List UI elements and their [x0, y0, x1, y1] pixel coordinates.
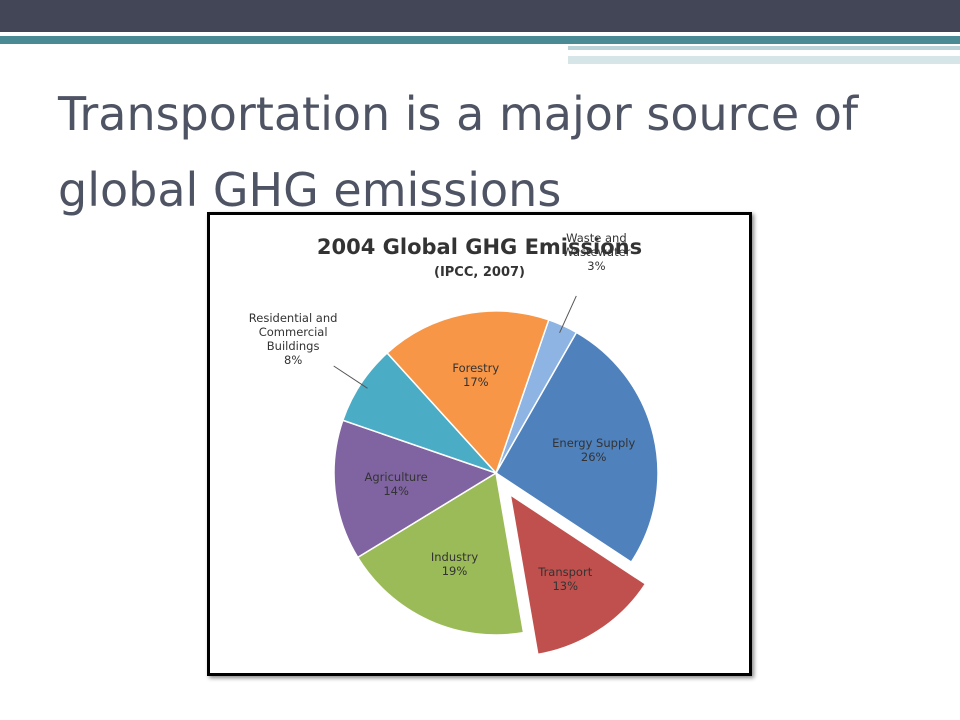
pie-slice — [356, 471, 525, 636]
leader-line — [333, 365, 368, 389]
chart: 2004 Global GHG Emissions (IPCC, 2007) W… — [207, 212, 752, 676]
header-stripe — [568, 56, 960, 64]
pie-slice — [509, 493, 647, 656]
chart-title: 2004 Global GHG Emissions — [316, 235, 643, 259]
value-label: 26% — [580, 449, 607, 464]
pie-area — [333, 295, 659, 656]
header-bar — [0, 0, 960, 32]
data-label: Agriculture 14% — [341, 470, 451, 498]
category-label: Forestry — [452, 360, 500, 375]
slide-title: Transportation is a major source of glob… — [58, 87, 859, 217]
data-label: Residential and Commercial Buildings 8% — [238, 311, 348, 367]
category-label: Industry — [430, 550, 479, 565]
leader-line — [559, 295, 577, 334]
category-label: Energy Supply — [552, 435, 636, 450]
pie-slice — [333, 419, 498, 559]
value-label: 19% — [441, 564, 468, 579]
header-stripe — [568, 46, 960, 50]
value-label: 3% — [587, 258, 606, 273]
data-label: Industry 19% — [400, 550, 510, 578]
value-label: 8% — [284, 353, 303, 368]
header-stripe — [0, 36, 960, 44]
category-label: Agriculture — [364, 469, 428, 484]
data-label: Waste and Wastewater 3% — [541, 231, 651, 273]
data-label: Energy Supply 26% — [539, 436, 649, 464]
pie-slice — [494, 331, 659, 564]
category-label: Residential and Commercial Buildings — [248, 311, 338, 354]
chart-subtitle: (IPCC, 2007) — [434, 265, 525, 280]
pie-slice — [386, 310, 550, 475]
data-label: Transport 13% — [510, 565, 620, 593]
value-label: 13% — [552, 578, 578, 593]
category-label: Transport — [538, 564, 593, 579]
value-label: 17% — [463, 374, 489, 389]
data-label: Forestry 17% — [421, 361, 531, 389]
category-label: Waste and Wastewater — [562, 230, 631, 259]
value-label: 14% — [383, 483, 409, 498]
